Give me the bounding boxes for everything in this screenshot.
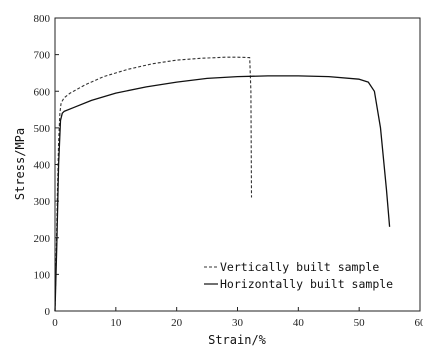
y-tick-label: 600 (34, 86, 51, 98)
y-tick-label: 200 (34, 233, 51, 245)
y-tick-label: 800 (34, 13, 51, 25)
series-line-vertical (54, 56, 253, 312)
series-line-horizontal (54, 75, 391, 312)
legend-label-vertical: Vertically built sample (220, 260, 379, 274)
y-axis-title: Stress/MPa (13, 128, 27, 200)
legend: Vertically built sample Horizontally bui… (204, 260, 393, 291)
x-axis-ticks: 0 10 20 30 40 50 60 (52, 307, 423, 329)
x-tick-label: 60 (415, 317, 423, 329)
x-tick-label: 0 (52, 317, 58, 329)
y-tick-label: 100 (34, 269, 51, 281)
y-tick-label: 700 (34, 50, 51, 62)
y-tick-label: 300 (34, 196, 51, 208)
x-tick-label: 30 (232, 317, 244, 329)
x-tick-label: 50 (354, 317, 366, 329)
x-tick-label: 40 (293, 317, 305, 329)
x-axis-title: Strain/% (208, 333, 267, 347)
series-layer (54, 56, 391, 312)
y-tick-label: 400 (34, 160, 51, 172)
y-axis-ticks: 0 100 200 300 400 500 600 700 800 (34, 13, 59, 318)
x-tick-label: 20 (171, 317, 183, 329)
x-tick-label: 10 (110, 317, 122, 329)
legend-label-horizontal: Horizontally built sample (220, 277, 393, 291)
y-tick-label: 0 (45, 306, 51, 318)
y-tick-label: 500 (34, 123, 51, 135)
